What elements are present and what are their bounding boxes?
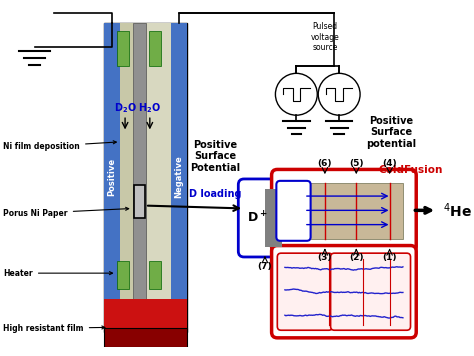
Text: Positive: Positive bbox=[107, 158, 116, 196]
Text: Positive
Surface
Potential: Positive Surface Potential bbox=[191, 140, 240, 173]
FancyBboxPatch shape bbox=[272, 246, 416, 338]
Bar bbox=[104, 23, 120, 332]
Bar bbox=[120, 23, 171, 332]
Text: (5): (5) bbox=[349, 159, 364, 168]
Text: Porus Ni Paper: Porus Ni Paper bbox=[3, 207, 128, 218]
FancyBboxPatch shape bbox=[276, 181, 310, 241]
Text: (6): (6) bbox=[318, 159, 332, 168]
Text: (4): (4) bbox=[382, 159, 397, 168]
Bar bbox=[149, 31, 161, 66]
Text: D loading: D loading bbox=[189, 189, 242, 199]
Text: (2): (2) bbox=[349, 253, 364, 262]
Text: Heater: Heater bbox=[3, 269, 112, 278]
Text: High resistant film: High resistant film bbox=[3, 324, 105, 333]
Bar bbox=[171, 23, 187, 332]
Bar bbox=[104, 299, 187, 337]
Bar bbox=[120, 23, 133, 332]
Bar bbox=[265, 189, 282, 246]
Bar bbox=[149, 261, 161, 289]
Text: Negative: Negative bbox=[174, 156, 183, 198]
Text: Positive
Surface
potential: Positive Surface potential bbox=[366, 116, 417, 149]
FancyBboxPatch shape bbox=[238, 179, 292, 257]
Text: (1): (1) bbox=[383, 253, 397, 262]
Text: (3): (3) bbox=[318, 253, 332, 262]
Text: (7): (7) bbox=[258, 262, 272, 271]
Text: Pulsed
voltage
source: Pulsed voltage source bbox=[310, 22, 339, 52]
Text: $\mathbf{D_2O}$: $\mathbf{D_2O}$ bbox=[114, 102, 137, 115]
Text: Ni film deposition: Ni film deposition bbox=[3, 141, 116, 151]
Bar bbox=[104, 23, 187, 332]
FancyBboxPatch shape bbox=[272, 169, 416, 252]
Bar bbox=[117, 31, 129, 66]
Bar bbox=[104, 328, 187, 347]
Text: ColdFusion: ColdFusion bbox=[378, 166, 443, 176]
Bar bbox=[296, 183, 403, 239]
FancyBboxPatch shape bbox=[330, 253, 410, 330]
FancyBboxPatch shape bbox=[277, 253, 332, 330]
Bar bbox=[134, 185, 145, 218]
Text: $\mathbf{D^+}$: $\mathbf{D^+}$ bbox=[247, 210, 268, 226]
Bar bbox=[117, 261, 129, 289]
Text: $^4$He: $^4$He bbox=[443, 201, 472, 220]
Bar bbox=[133, 23, 146, 332]
Text: $\mathbf{H_2O}$: $\mathbf{H_2O}$ bbox=[138, 102, 161, 115]
